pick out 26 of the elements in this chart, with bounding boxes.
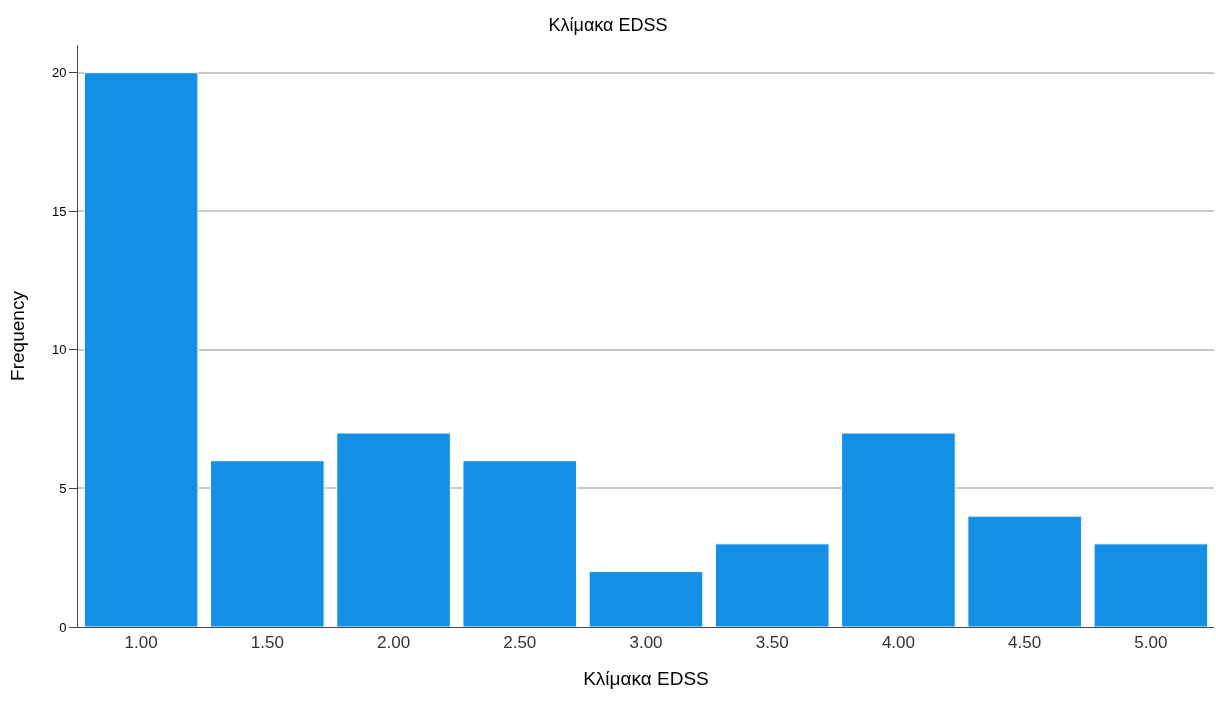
y-tick-label: 10 — [51, 342, 67, 358]
bar — [210, 460, 325, 627]
y-axis-title: Frequency — [6, 290, 28, 381]
bar — [588, 571, 704, 627]
y-tick-label: 15 — [51, 203, 67, 219]
y-tick-label: 0 — [59, 619, 67, 635]
x-tick-label: 2.00 — [377, 633, 411, 653]
chart-title: Κλίμακα EDSS — [548, 15, 668, 36]
x-tick-label: 3.00 — [629, 633, 663, 653]
x-tick-label: 3.50 — [755, 633, 789, 653]
bar — [462, 460, 578, 627]
bar — [1093, 543, 1209, 627]
x-tick-label: 2.50 — [503, 633, 537, 653]
x-axis-title: Κλίμακα EDSS — [583, 668, 709, 690]
bar — [841, 432, 956, 627]
x-tick-label: 1.00 — [124, 633, 158, 653]
y-tick-label: 20 — [51, 65, 67, 81]
bar — [714, 543, 830, 627]
x-tick-label: 4.00 — [881, 633, 915, 653]
bar — [336, 432, 451, 627]
x-tick-label: 4.50 — [1008, 633, 1042, 653]
y-tick-label: 5 — [59, 480, 67, 496]
x-tick-label: 5.00 — [1134, 633, 1168, 653]
x-tick-label: 1.50 — [250, 633, 284, 653]
bar — [83, 72, 199, 627]
bar — [967, 515, 1082, 627]
